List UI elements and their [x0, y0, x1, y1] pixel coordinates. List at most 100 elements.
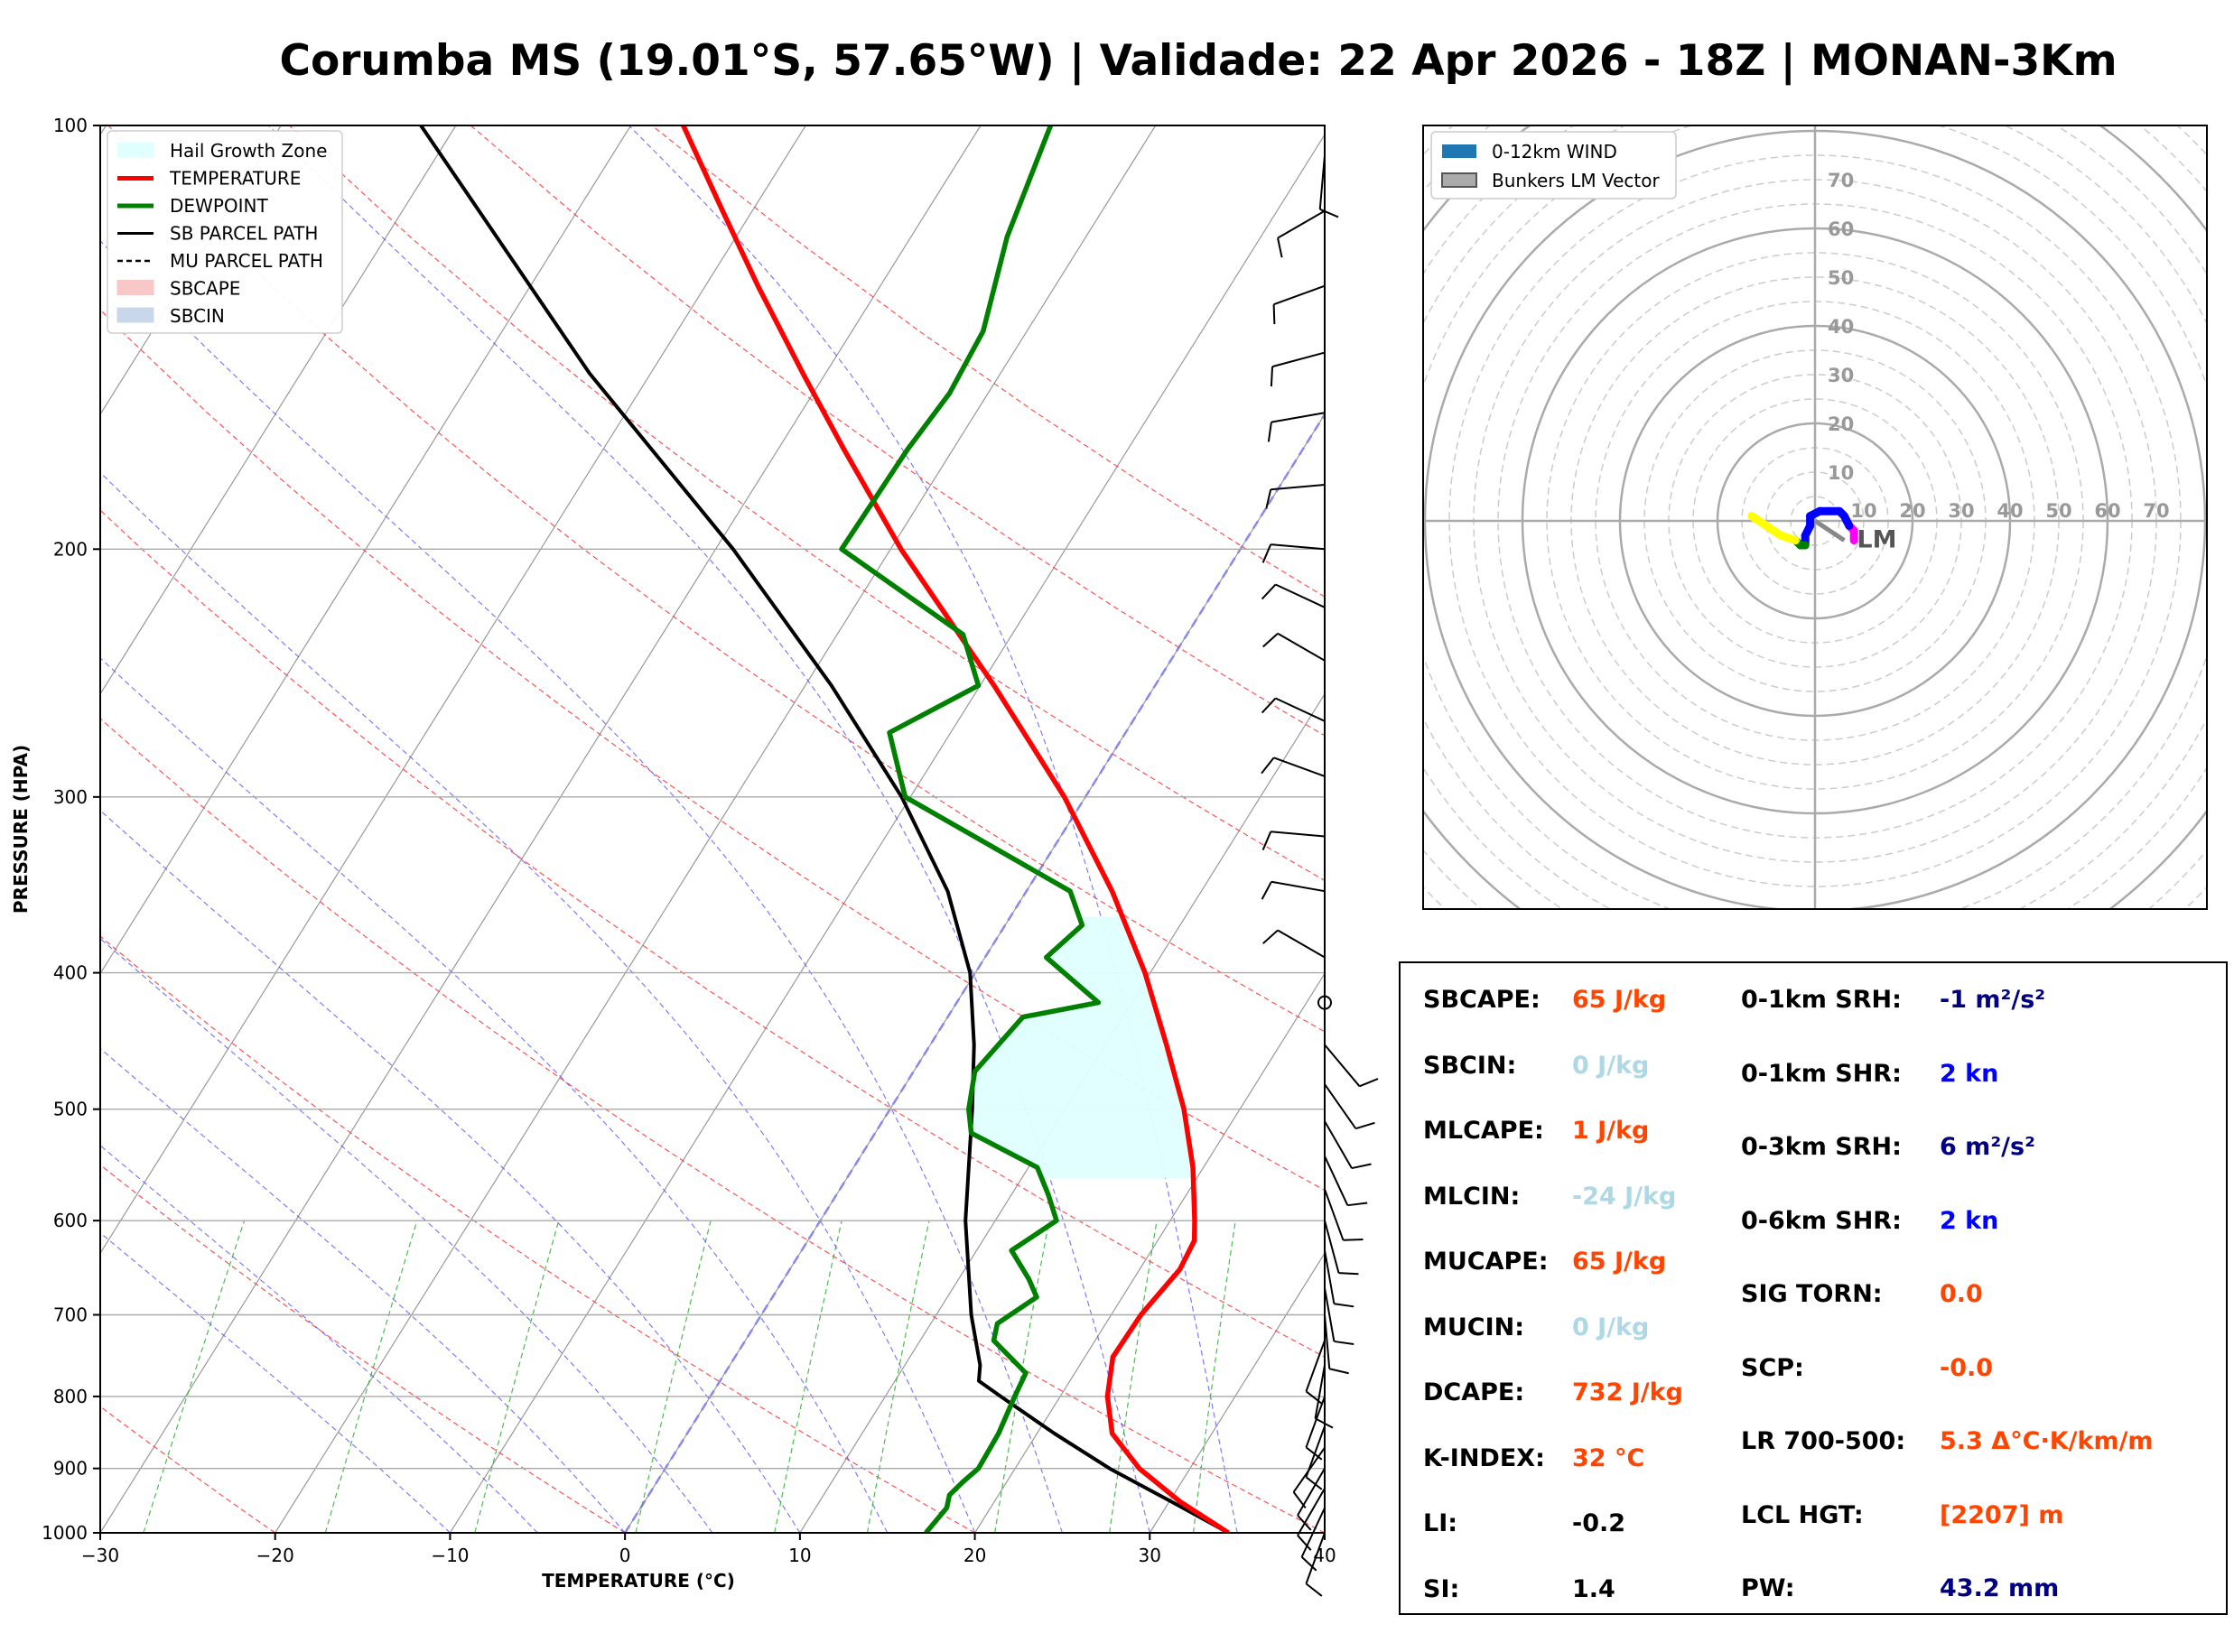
hodo-legend-label: 0-12km WIND	[1492, 141, 1617, 162]
wind-barb-staff	[1324, 1120, 1353, 1169]
wind-barb-flag	[1305, 1446, 1323, 1461]
hail-growth-zone	[968, 916, 1194, 1179]
wind-barb-staff	[1324, 1155, 1349, 1206]
hodo-frame	[1422, 125, 2208, 910]
param-value: 65 J/kg	[1572, 1248, 1667, 1276]
wind-barb-staff	[1275, 583, 1326, 608]
wind-barb-staff	[1297, 1468, 1326, 1517]
moist-adiabat	[100, 657, 889, 1533]
wind-barb-flag	[1261, 831, 1272, 850]
wind-barb-flag	[1300, 1556, 1317, 1572]
wind-barb-staff	[1324, 1189, 1345, 1241]
mixing-ratio-line	[1109, 1220, 1158, 1533]
hodo-legend-box	[1430, 131, 1677, 200]
moist-adiabat	[100, 937, 713, 1533]
hodograph: 10 10 20 20 30 30 40 40 50 50 60 60 70 70 LM	[1423, 125, 2207, 909]
y-tick-label: 300	[53, 786, 88, 808]
param-label: LCL HGT:	[1741, 1500, 1864, 1529]
wind-barb-staff	[1271, 543, 1326, 551]
wind-barb-staff	[1297, 1488, 1326, 1536]
hodo-ring-label: 40	[1997, 500, 2023, 522]
wind-barb-flag	[1272, 304, 1276, 325]
wind-barb-staff	[1271, 412, 1326, 423]
hodo-ring-label: 30	[1948, 500, 1974, 522]
legend-swatch	[116, 280, 154, 295]
param-value: 0 J/kg	[1572, 1313, 1650, 1341]
mixing-ratio-line	[1192, 1220, 1236, 1533]
param-value: 732 J/kg	[1572, 1378, 1683, 1406]
wind-barb-staff	[1277, 209, 1326, 239]
zero-isotherm	[624, 412, 1325, 1533]
legend-label: SB PARCEL PATH	[170, 223, 318, 245]
y-tick-label: 1000	[42, 1522, 88, 1544]
param-label: 0-1km SRH:	[1741, 986, 1902, 1014]
moist-adiabat	[100, 239, 1063, 1533]
x-tick-label: 40	[1313, 1545, 1336, 1566]
wind-barb-flag	[1343, 1239, 1364, 1241]
mixing-ratio-line	[866, 1220, 930, 1533]
isotherm	[100, 125, 632, 975]
dry-adiabat	[100, 509, 1325, 1358]
wind-barb-flag	[1297, 1535, 1312, 1551]
param-label: SCP:	[1741, 1353, 1804, 1382]
wind-barb-staff	[1275, 697, 1326, 722]
wind-barb-flag	[1329, 1368, 1349, 1375]
param-value: [2207] m	[1940, 1500, 2064, 1529]
wind-barb-staff	[1271, 880, 1326, 893]
mixing-ratio-line	[635, 1220, 712, 1533]
param-label: 0-1km SHR:	[1741, 1059, 1902, 1088]
moist-adiabat	[100, 809, 801, 1533]
hodo-legend-swatch	[1441, 172, 1477, 188]
mixing-ratio-line	[143, 1220, 246, 1533]
hodo-ring-label: 70	[1828, 170, 1854, 191]
wind-barb-staff	[1305, 1425, 1326, 1478]
wind-barb-staff	[1314, 1365, 1326, 1419]
dry-adiabat	[100, 718, 1325, 1533]
moist-adiabat	[628, 125, 1238, 1533]
hodo-legend-label: Bunkers LM Vector	[1492, 170, 1661, 191]
wind-barb-flag	[1351, 1163, 1372, 1170]
dry-adiabat	[100, 1406, 276, 1533]
isotherm	[275, 125, 1157, 1533]
dry-adiabat	[470, 125, 1325, 737]
chart-title-text: Corumba MS (19.01°S, 57.65°W) | Validade…	[279, 36, 2118, 86]
param-value: 0 J/kg	[1572, 1051, 1650, 1080]
wind-barb-staff	[1277, 632, 1326, 662]
hodo-ring-label: 60	[1828, 218, 1854, 240]
param-value: -24 J/kg	[1572, 1182, 1677, 1211]
moist-adiabat	[100, 1047, 626, 1533]
wind-barb-staff	[1273, 756, 1326, 777]
wind-barb-staff	[1271, 351, 1326, 368]
param-value: 65 J/kg	[1572, 986, 1667, 1014]
legend-box	[107, 130, 343, 334]
y-tick-label: 600	[53, 1210, 88, 1231]
mixing-ratio-line	[324, 1220, 418, 1533]
dry-adiabat	[100, 1164, 626, 1533]
moist-adiabat	[100, 1231, 451, 1533]
mixing-ratio-line	[774, 1220, 842, 1533]
param-value: 2 kn	[1940, 1059, 1999, 1088]
hodo-legend-swatch	[1442, 144, 1476, 158]
mixing-ratio-line	[474, 1220, 560, 1533]
hodo-ring-label: 40	[1828, 316, 1854, 338]
temperature-line	[681, 125, 1230, 1533]
wind-barb-flag	[1359, 1078, 1379, 1088]
param-label: K-INDEX:	[1423, 1443, 1545, 1472]
background-lines	[100, 125, 1325, 1533]
param-value: 1 J/kg	[1572, 1117, 1650, 1145]
wind-barb-flag	[1277, 237, 1283, 258]
wind-barb-staff	[1305, 1340, 1326, 1392]
wind-barb-staff	[1277, 929, 1326, 959]
wind-barb-flag	[1270, 367, 1274, 387]
x-tick-label: −20	[256, 1545, 294, 1566]
wind-barb-staff	[1305, 1532, 1326, 1584]
wind-barb-flag	[1297, 1514, 1312, 1531]
wind-barb-flag	[1305, 1582, 1323, 1597]
hodo-ring-label: 20	[1828, 413, 1854, 435]
hodo-ring-label: 30	[1828, 365, 1854, 386]
wind-barb-flag	[1261, 881, 1272, 900]
isotherm	[1149, 1252, 1325, 1533]
param-label: MLCIN:	[1423, 1182, 1521, 1211]
param-label: 0-6km SHR:	[1741, 1206, 1902, 1235]
